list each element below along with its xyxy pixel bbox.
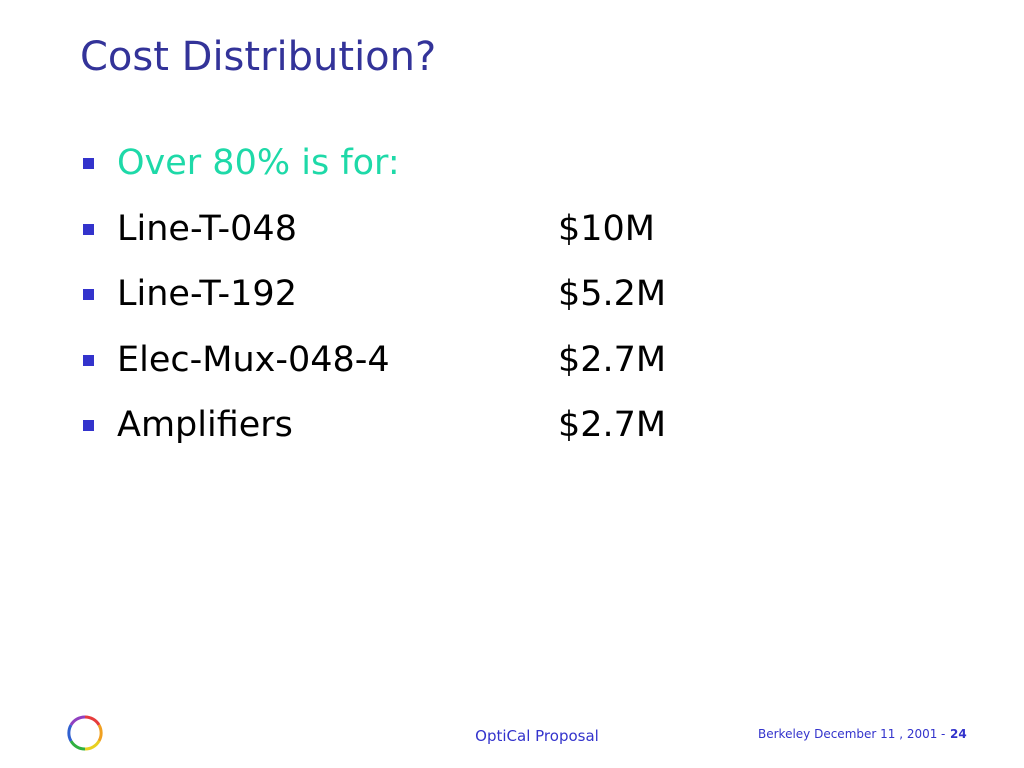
page-number: 24 <box>950 727 967 741</box>
item-cost: $5.2M <box>558 274 667 314</box>
logo <box>67 715 103 751</box>
bullet-marker <box>83 420 94 431</box>
bullet-marker <box>83 158 94 169</box>
bullet-marker <box>83 289 94 300</box>
footer-separator: - <box>941 727 946 741</box>
bullet-marker <box>83 354 94 366</box>
item-label: Line-T-192 <box>117 274 297 314</box>
item-cost: $10M <box>558 208 656 249</box>
footer-date: Berkeley December 11 , 2001 <box>758 727 938 741</box>
item-cost: $2.7M <box>558 339 667 380</box>
intro-text: Over 80% is for: <box>117 143 400 183</box>
bullet-marker <box>83 223 94 235</box>
item-label: Elec-Mux-048-4 <box>117 339 390 380</box>
item-label: Line-T-048 <box>117 208 297 249</box>
item-cost: $2.7M <box>558 405 667 445</box>
item-label: Amplifiers <box>117 405 293 445</box>
footer-title: OptiCal Proposal <box>475 727 599 745</box>
slide-title: Cost Distribution? <box>80 34 437 80</box>
